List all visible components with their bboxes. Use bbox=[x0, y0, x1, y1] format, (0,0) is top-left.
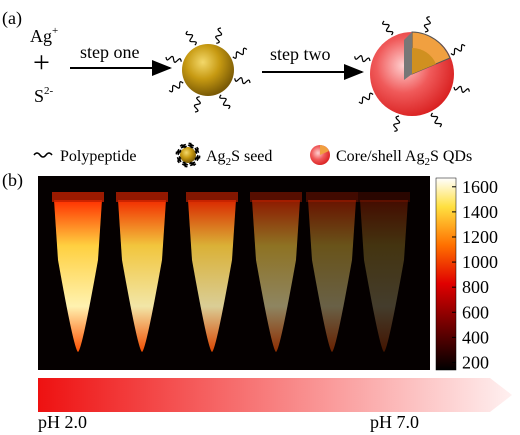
panel-label: (b) bbox=[2, 170, 23, 191]
legend-icon bbox=[310, 145, 330, 165]
tube bbox=[308, 200, 356, 352]
tick-label: 1400 bbox=[462, 202, 498, 222]
colorbar bbox=[435, 177, 457, 371]
polypeptide bbox=[165, 55, 182, 63]
tube-cap bbox=[250, 192, 302, 202]
reactant: S2- bbox=[34, 85, 54, 106]
polypeptide bbox=[219, 94, 231, 110]
polypeptide bbox=[194, 146, 200, 154]
polypeptide bbox=[234, 77, 251, 85]
tubes bbox=[52, 192, 410, 352]
tube-cap bbox=[306, 192, 358, 202]
tube bbox=[252, 200, 300, 352]
plus: + bbox=[33, 46, 50, 79]
colorbar-ticks: 1600 1400 1200 1000 800 600 400 200 bbox=[452, 177, 498, 372]
polypeptide bbox=[450, 43, 466, 56]
polypeptide bbox=[189, 161, 197, 167]
superscript: 2- bbox=[44, 85, 54, 97]
polypeptide bbox=[423, 16, 431, 33]
tick-label: 200 bbox=[462, 352, 489, 372]
tube-cap bbox=[116, 192, 168, 202]
seed-particle bbox=[165, 27, 251, 113]
ph-arrow bbox=[38, 378, 512, 412]
subscript: 2 bbox=[424, 156, 430, 168]
ph-label: pH 7.0 bbox=[370, 412, 419, 432]
tick-label: 1000 bbox=[462, 252, 498, 272]
tick-label: 1200 bbox=[462, 227, 498, 247]
panel-label: (a) bbox=[2, 8, 22, 29]
text: S QDs bbox=[430, 148, 472, 165]
polypeptide bbox=[453, 85, 470, 93]
tick-label: 600 bbox=[462, 302, 489, 322]
legend-label: Polypeptide bbox=[60, 148, 136, 165]
polypeptide bbox=[430, 112, 443, 128]
superscript: + bbox=[52, 25, 58, 37]
legend-icon bbox=[33, 152, 53, 158]
tick-label: 1600 bbox=[462, 177, 498, 197]
text: S seed bbox=[231, 148, 272, 165]
polypeptide bbox=[232, 47, 248, 59]
tube bbox=[54, 200, 102, 352]
legend-label: Core/shell Ag2S QDs bbox=[336, 148, 472, 168]
polypeptide bbox=[194, 154, 201, 162]
polypeptide bbox=[168, 81, 184, 93]
text: Ag bbox=[206, 148, 226, 165]
text: Core/shell Ag bbox=[336, 148, 424, 165]
polypeptide bbox=[185, 30, 197, 46]
polypeptide bbox=[215, 27, 223, 44]
core-shell-particle bbox=[354, 16, 470, 132]
polypeptide bbox=[193, 96, 201, 113]
tube-cap bbox=[52, 192, 104, 202]
text: Ag bbox=[30, 26, 52, 46]
tube bbox=[188, 200, 236, 352]
tube bbox=[360, 200, 408, 352]
tube bbox=[118, 200, 166, 352]
polypeptide bbox=[179, 143, 187, 149]
polypeptide bbox=[358, 92, 374, 105]
polypeptide bbox=[181, 161, 189, 168]
polypeptide bbox=[393, 115, 401, 132]
legend-label: Ag2S seed bbox=[206, 148, 272, 168]
subscript: 2 bbox=[226, 156, 232, 168]
polypeptide bbox=[381, 20, 394, 36]
reactant: Ag+ bbox=[30, 25, 58, 46]
polypeptide bbox=[187, 142, 195, 149]
step-label: step two bbox=[270, 44, 331, 64]
step-label: step one bbox=[80, 42, 139, 62]
tick-label: 800 bbox=[462, 277, 489, 297]
text: S bbox=[34, 86, 44, 106]
legend-icon bbox=[175, 142, 201, 168]
polypeptide bbox=[175, 148, 182, 156]
polypeptide bbox=[354, 55, 371, 63]
ph-label: pH 2.0 bbox=[38, 412, 87, 432]
polypeptide bbox=[176, 156, 182, 164]
tick-label: 400 bbox=[462, 327, 489, 347]
tube-cap bbox=[358, 192, 410, 202]
tube-cap bbox=[186, 192, 238, 202]
